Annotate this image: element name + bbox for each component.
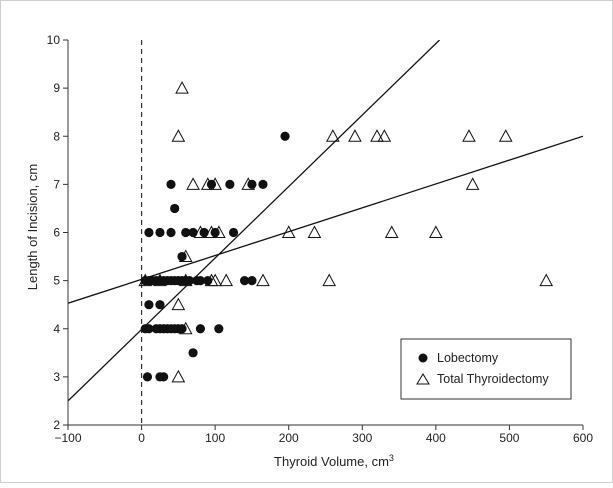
point-total-thyroidectomy — [241, 177, 256, 190]
legend-marker-lobectomy — [418, 353, 428, 363]
fit-line-total-thyroidectomy — [68, 135, 583, 304]
point-lobectomy — [280, 131, 290, 141]
point-lobectomy — [239, 276, 250, 286]
point-total-thyroidectomy — [429, 225, 443, 238]
point-total-thyroidectomy — [200, 177, 215, 190]
point-lobectomy — [195, 324, 206, 334]
legend-marker-total-thyroidectomy — [416, 373, 430, 385]
point-lobectomy — [166, 227, 176, 238]
y-tick-label: 8 — [53, 129, 60, 143]
point-lobectomy — [170, 203, 180, 214]
point-total-thyroidectomy — [178, 321, 193, 335]
point-lobectomy — [155, 227, 165, 238]
x-axis-title: Thyroid Volume, cm3 — [274, 453, 394, 469]
y-axis-title: Length of Incision, cm — [25, 164, 40, 290]
point-lobectomy — [142, 372, 153, 382]
x-tick-label: −100 — [54, 431, 81, 445]
point-total-thyroidectomy — [178, 249, 193, 263]
fit-line-lobectomy — [68, 40, 440, 402]
x-tick-label: 600 — [573, 431, 593, 445]
point-lobectomy — [188, 348, 198, 358]
point-lobectomy — [166, 179, 176, 189]
x-tick-label: 200 — [279, 431, 299, 445]
y-tick-label: 3 — [53, 370, 60, 384]
point-lobectomy — [144, 227, 154, 238]
point-total-thyroidectomy — [322, 273, 337, 287]
y-tick-label: 9 — [53, 81, 60, 95]
point-total-thyroidectomy — [498, 129, 513, 142]
point-total-thyroidectomy — [208, 177, 222, 190]
point-total-thyroidectomy — [211, 225, 226, 238]
point-total-thyroidectomy — [153, 273, 167, 287]
point-lobectomy — [155, 300, 165, 310]
point-lobectomy — [181, 227, 191, 238]
point-total-thyroidectomy — [370, 129, 384, 142]
point-lobectomy — [247, 276, 257, 286]
point-total-thyroidectomy — [384, 225, 399, 238]
point-lobectomy — [228, 227, 239, 238]
point-total-thyroidectomy — [138, 273, 153, 287]
legend-label-lobectomy: Lobectomy — [437, 351, 499, 365]
legend-box — [400, 338, 572, 400]
point-total-thyroidectomy — [462, 129, 476, 142]
point-total-thyroidectomy — [307, 225, 322, 238]
point-lobectomy — [225, 179, 235, 189]
legend-label-total-thyroidectomy: Total Thyroidectomy — [437, 372, 549, 386]
point-total-thyroidectomy — [348, 129, 362, 142]
axis-layer: −100 0 100 200 300 400 500 600 2 3 4 5 6 7 8 9 10 — [47, 33, 594, 445]
point-total-thyroidectomy — [539, 273, 554, 287]
plot-layer — [68, 40, 583, 425]
point-total-thyroidectomy — [171, 297, 186, 311]
y-tick-label: 4 — [53, 322, 60, 336]
x-axis-title-text: Thyroid Volume, cm — [274, 454, 389, 469]
point-lobectomy — [144, 300, 154, 310]
legend: Lobectomy Total Thyroidectomy — [400, 338, 572, 400]
point-total-thyroidectomy — [186, 177, 200, 190]
x-axis-title-superscript: 3 — [389, 453, 394, 463]
y-tick-label: 5 — [53, 274, 60, 288]
point-total-thyroidectomy — [171, 129, 186, 142]
point-total-thyroidectomy — [175, 81, 189, 94]
point-lobectomy — [195, 276, 206, 286]
point-total-thyroidectomy — [208, 273, 222, 287]
y-tick-label: 6 — [53, 226, 60, 240]
point-total-thyroidectomy — [256, 273, 270, 287]
y-tick-label: 10 — [47, 33, 61, 47]
point-total-thyroidectomy — [465, 177, 480, 190]
x-tick-label: 100 — [205, 431, 225, 445]
point-lobectomy — [258, 179, 268, 189]
y-tick-label: 7 — [53, 177, 60, 191]
point-total-thyroidectomy — [219, 273, 234, 287]
point-lobectomy — [159, 372, 169, 382]
x-tick-label: 0 — [138, 431, 145, 445]
point-lobectomy — [214, 324, 224, 334]
point-lobectomy — [188, 227, 198, 238]
point-total-thyroidectomy — [377, 129, 392, 142]
point-total-thyroidectomy — [326, 129, 340, 142]
x-tick-label: 400 — [426, 431, 446, 445]
point-total-thyroidectomy — [178, 273, 193, 287]
point-lobectomy — [144, 324, 154, 334]
x-tick-label: 500 — [499, 431, 519, 445]
y-tick-label: 2 — [53, 418, 60, 432]
point-total-thyroidectomy — [204, 225, 219, 238]
point-total-thyroidectomy — [281, 225, 296, 238]
point-total-thyroidectomy — [171, 369, 186, 383]
point-total-thyroidectomy — [193, 225, 208, 238]
x-tick-label: 300 — [352, 431, 372, 445]
